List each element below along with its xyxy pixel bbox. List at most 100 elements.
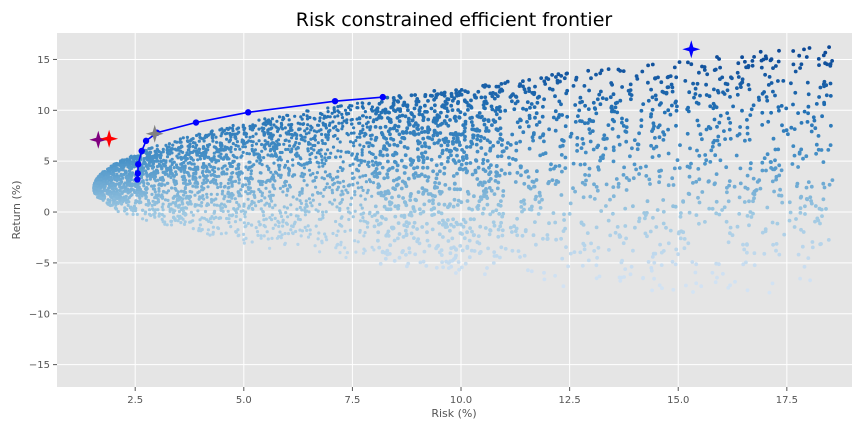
portfolio-point [340,121,344,125]
portfolio-point [564,91,569,96]
portfolio-point [305,228,309,232]
portfolio-point [500,233,505,238]
portfolio-point [806,180,811,185]
portfolio-point [355,106,359,110]
portfolio-point [713,153,718,158]
portfolio-point [257,187,261,192]
portfolio-point [534,242,538,247]
portfolio-point [618,279,623,283]
portfolio-point [513,229,518,234]
portfolio-point [294,140,298,145]
portfolio-point [271,145,275,149]
portfolio-point [352,144,356,148]
portfolio-point [274,125,278,129]
portfolio-point [250,143,254,148]
portfolio-point [460,265,464,270]
portfolio-point [402,213,407,218]
portfolio-point [278,163,282,168]
portfolio-point [830,59,834,63]
portfolio-point [476,182,481,187]
portfolio-point [597,92,602,97]
portfolio-point [441,235,445,239]
portfolio-point [318,202,322,206]
portfolio-point [130,193,134,197]
portfolio-point [336,114,340,118]
portfolio-point [510,132,515,137]
portfolio-point [193,165,197,169]
portfolio-point [220,131,224,136]
portfolio-point [779,168,784,173]
portfolio-point [599,89,603,94]
portfolio-point [210,215,214,219]
portfolio-point [462,137,467,142]
portfolio-point [329,151,333,155]
portfolio-point [231,123,235,128]
portfolio-point [470,123,475,128]
portfolio-point [232,155,237,159]
portfolio-point [693,92,698,96]
portfolio-point [499,199,503,204]
portfolio-point [710,144,715,149]
portfolio-point [370,105,374,109]
portfolio-point [295,197,299,201]
portfolio-point [449,246,454,251]
portfolio-point [181,217,185,221]
portfolio-point [353,193,357,197]
portfolio-point [728,231,732,236]
portfolio-point [299,115,303,119]
portfolio-point [364,173,368,178]
portfolio-point [758,186,763,191]
portfolio-point [700,137,704,142]
portfolio-point [375,171,379,176]
portfolio-point [105,201,109,205]
portfolio-point [257,118,261,122]
portfolio-point [600,96,605,100]
portfolio-point [236,163,241,167]
portfolio-point [511,157,515,161]
portfolio-point [180,145,184,149]
portfolio-point [253,148,257,152]
portfolio-point [181,156,185,160]
portfolio-point [375,210,380,215]
portfolio-point [285,206,289,210]
portfolio-point [120,190,124,194]
portfolio-point [216,226,220,230]
portfolio-point [721,271,725,276]
portfolio-point [444,106,449,111]
portfolio-point [118,185,122,189]
portfolio-point [620,116,624,121]
portfolio-point [774,174,779,179]
portfolio-point [373,204,378,209]
portfolio-point [484,187,488,191]
portfolio-point [205,195,209,199]
portfolio-point [294,147,298,151]
portfolio-point [246,185,250,189]
portfolio-point [128,158,132,162]
portfolio-point [215,203,219,207]
portfolio-point [220,192,224,196]
portfolio-point [725,111,730,115]
portfolio-point [707,179,711,184]
portfolio-point [253,124,257,128]
portfolio-point [219,152,223,156]
portfolio-point [780,123,784,128]
portfolio-point [499,82,504,86]
portfolio-point [819,148,824,152]
portfolio-point [266,130,270,134]
portfolio-point [155,164,160,169]
portfolio-point [350,117,354,122]
portfolio-point [554,75,558,79]
portfolio-point [283,126,287,130]
portfolio-point [242,221,246,225]
portfolio-point [415,147,420,152]
portfolio-point [824,93,829,98]
portfolio-point [368,180,373,184]
portfolio-point [728,225,733,230]
portfolio-point [186,161,190,165]
portfolio-point [179,162,183,166]
portfolio-point [183,220,187,224]
portfolio-point [376,191,381,196]
portfolio-point [491,261,496,265]
portfolio-point [173,209,177,213]
portfolio-point [578,162,583,167]
